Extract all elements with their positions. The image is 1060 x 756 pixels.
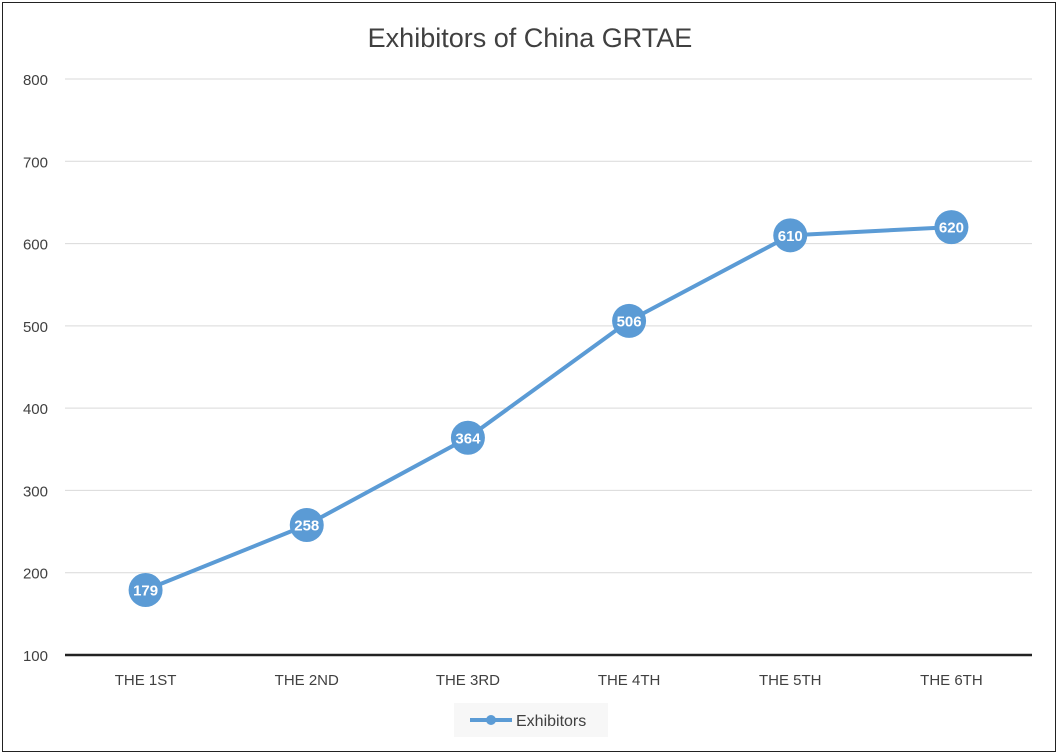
x-tick-label-4: THE 4TH xyxy=(598,672,661,689)
legend: Exhibitors xyxy=(454,703,608,737)
legend-point-marker xyxy=(486,715,496,725)
y-axis: 100 200 300 400 500 600 700 800 xyxy=(23,72,48,665)
data-point-6 xyxy=(934,210,969,245)
y-tick-label-400: 400 xyxy=(23,401,48,418)
series-exhibitors: 179 258 364 506 610 620 xyxy=(128,210,969,607)
data-label-1: 179 xyxy=(133,582,158,599)
x-tick-label-5: THE 5TH xyxy=(759,672,822,689)
data-label-3: 364 xyxy=(455,430,481,447)
data-point-4 xyxy=(612,303,647,338)
y-tick-label-300: 300 xyxy=(23,483,48,500)
y-tick-label-800: 800 xyxy=(23,72,48,89)
gridlines xyxy=(65,78,1032,574)
y-tick-label-200: 200 xyxy=(23,566,48,583)
chart-title: Exhibitors of China GRTAE xyxy=(368,23,693,53)
x-tick-label-2: THE 2ND xyxy=(275,672,339,689)
y-tick-label-700: 700 xyxy=(23,154,48,171)
data-label-5: 610 xyxy=(778,228,803,245)
data-point-5 xyxy=(773,218,808,253)
data-label-6: 620 xyxy=(939,220,964,237)
data-point-2 xyxy=(289,507,324,542)
x-axis: THE 1ST THE 2ND THE 3RD THE 4TH THE 5TH THE 6… xyxy=(65,653,1032,689)
y-tick-label-100: 100 xyxy=(23,648,48,665)
y-tick-label-600: 600 xyxy=(23,237,48,254)
data-label-4: 506 xyxy=(617,313,642,330)
legend-label-exhibitors: Exhibitors xyxy=(516,713,586,730)
x-tick-label-1: THE 1ST xyxy=(115,672,177,689)
data-point-3 xyxy=(450,420,485,455)
x-tick-label-3: THE 3RD xyxy=(436,672,500,689)
x-tick-label-6: THE 6TH xyxy=(920,672,983,689)
series-line-0 xyxy=(144,225,952,592)
y-tick-label-500: 500 xyxy=(23,319,48,336)
data-label-2: 258 xyxy=(294,517,319,534)
data-point-1 xyxy=(128,572,163,607)
